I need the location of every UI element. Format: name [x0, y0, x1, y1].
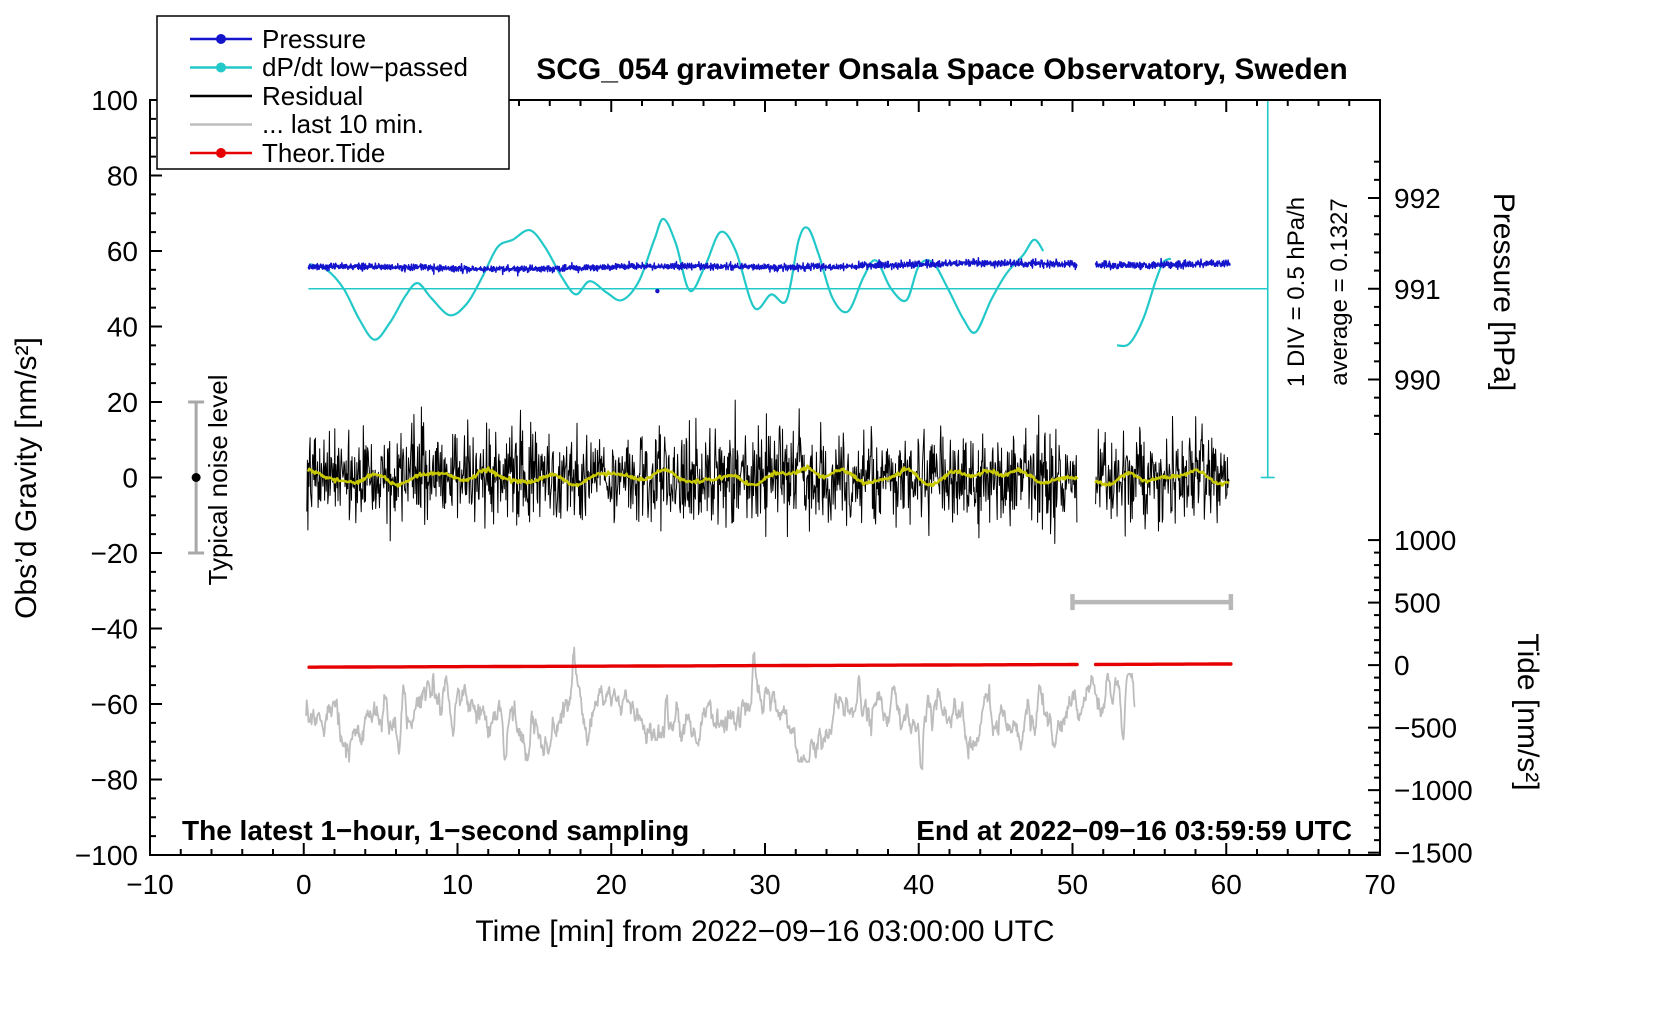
tick-label: 60 [1211, 869, 1242, 900]
chart-title: SCG_054 gravimeter Onsala Space Observat… [536, 53, 1348, 86]
data-series-layer [305, 217, 1268, 771]
dpdt-series-tail [1116, 257, 1172, 348]
tick-label: 990 [1394, 365, 1441, 396]
tick-label: 10 [442, 869, 473, 900]
tick-label: 40 [107, 312, 138, 343]
tick-label: −60 [91, 689, 139, 720]
pressure-series [307, 256, 1078, 277]
dpdt-series [309, 217, 1045, 341]
tick-label: 40 [903, 869, 934, 900]
end-time-annotation: End at 2022−09−16 03:59:59 UTC [916, 815, 1352, 846]
tick-label: −40 [91, 614, 139, 645]
scale-markers-layer [188, 99, 1275, 611]
tick-label: −80 [91, 765, 139, 796]
tick-label: −100 [75, 840, 138, 871]
tick-label: 100 [91, 85, 138, 116]
tick-label: −1500 [1394, 838, 1473, 869]
tick-label: 20 [596, 869, 627, 900]
residual-series [1095, 415, 1230, 537]
tick-label: 500 [1394, 588, 1441, 619]
tick-label: 0 [296, 869, 312, 900]
tick-label: 30 [749, 869, 780, 900]
tick-label: 60 [107, 236, 138, 267]
legend-box [156, 15, 510, 170]
residual-lowpass-series [1094, 468, 1230, 487]
legend-dot-tide [216, 148, 226, 158]
tick-label: −20 [91, 538, 139, 569]
legend: Pressure dP/dt low−passed Residual ... l… [156, 15, 510, 170]
legend-label-residual: Residual [262, 81, 363, 111]
legend-dot-pressure [216, 34, 226, 44]
y-left-axis-label: Obs’d Gravity [nm/s²] [10, 337, 43, 619]
last10min-series [305, 646, 1136, 771]
legend-label-pressure: Pressure [262, 24, 366, 54]
tick-label: −10 [126, 869, 174, 900]
tick-label: 50 [1057, 869, 1088, 900]
tick-label: 70 [1364, 869, 1395, 900]
tick-label: 0 [122, 463, 138, 494]
tick-label: 1000 [1394, 525, 1456, 556]
pressure-series [1094, 257, 1231, 271]
tick-labels-layer: −10 0 10 20 30 40 50 60 70−100−80−60−40−20020406… [75, 85, 1473, 900]
tick-label: 80 [107, 161, 138, 192]
tick-label: −500 [1394, 713, 1457, 744]
tick-label: −1000 [1394, 775, 1473, 806]
legend-label-tide: Theor.Tide [262, 138, 385, 168]
pressure-outlier-point [655, 288, 660, 294]
legend-label-dpdt: dP/dt low−passed [262, 52, 468, 82]
pressure-axis-label: Pressure [hPa] [1487, 193, 1520, 391]
tide-axis-label: Tide [nm/s²] [1511, 633, 1544, 790]
tick-label: 20 [107, 387, 138, 418]
noise-level-annotation: Typical noise level [203, 375, 233, 586]
tick-label: 991 [1394, 274, 1441, 305]
noise-level-dot [191, 473, 201, 482]
tick-label: 992 [1394, 183, 1441, 214]
legend-dot-dpdt [216, 62, 226, 73]
residual-series [306, 399, 1078, 544]
tick-label: 0 [1394, 650, 1410, 681]
axis-ticks-layer [149, 99, 1381, 856]
theor-tide-series [1093, 662, 1233, 667]
theor-tide-series [307, 662, 1079, 669]
average-annotation: average = 0.1327 [1326, 198, 1353, 386]
sampling-annotation: The latest 1−hour, 1−second sampling [182, 815, 689, 846]
residual-lowpass-series [307, 464, 1078, 488]
div-scale-annotation: 1 DIV = 0.5 hPa/h [1283, 197, 1310, 387]
legend-label-last10: ... last 10 min. [262, 109, 424, 139]
x-axis-label: Time [min] from 2022−09−16 03:00:00 UTC [475, 915, 1054, 948]
